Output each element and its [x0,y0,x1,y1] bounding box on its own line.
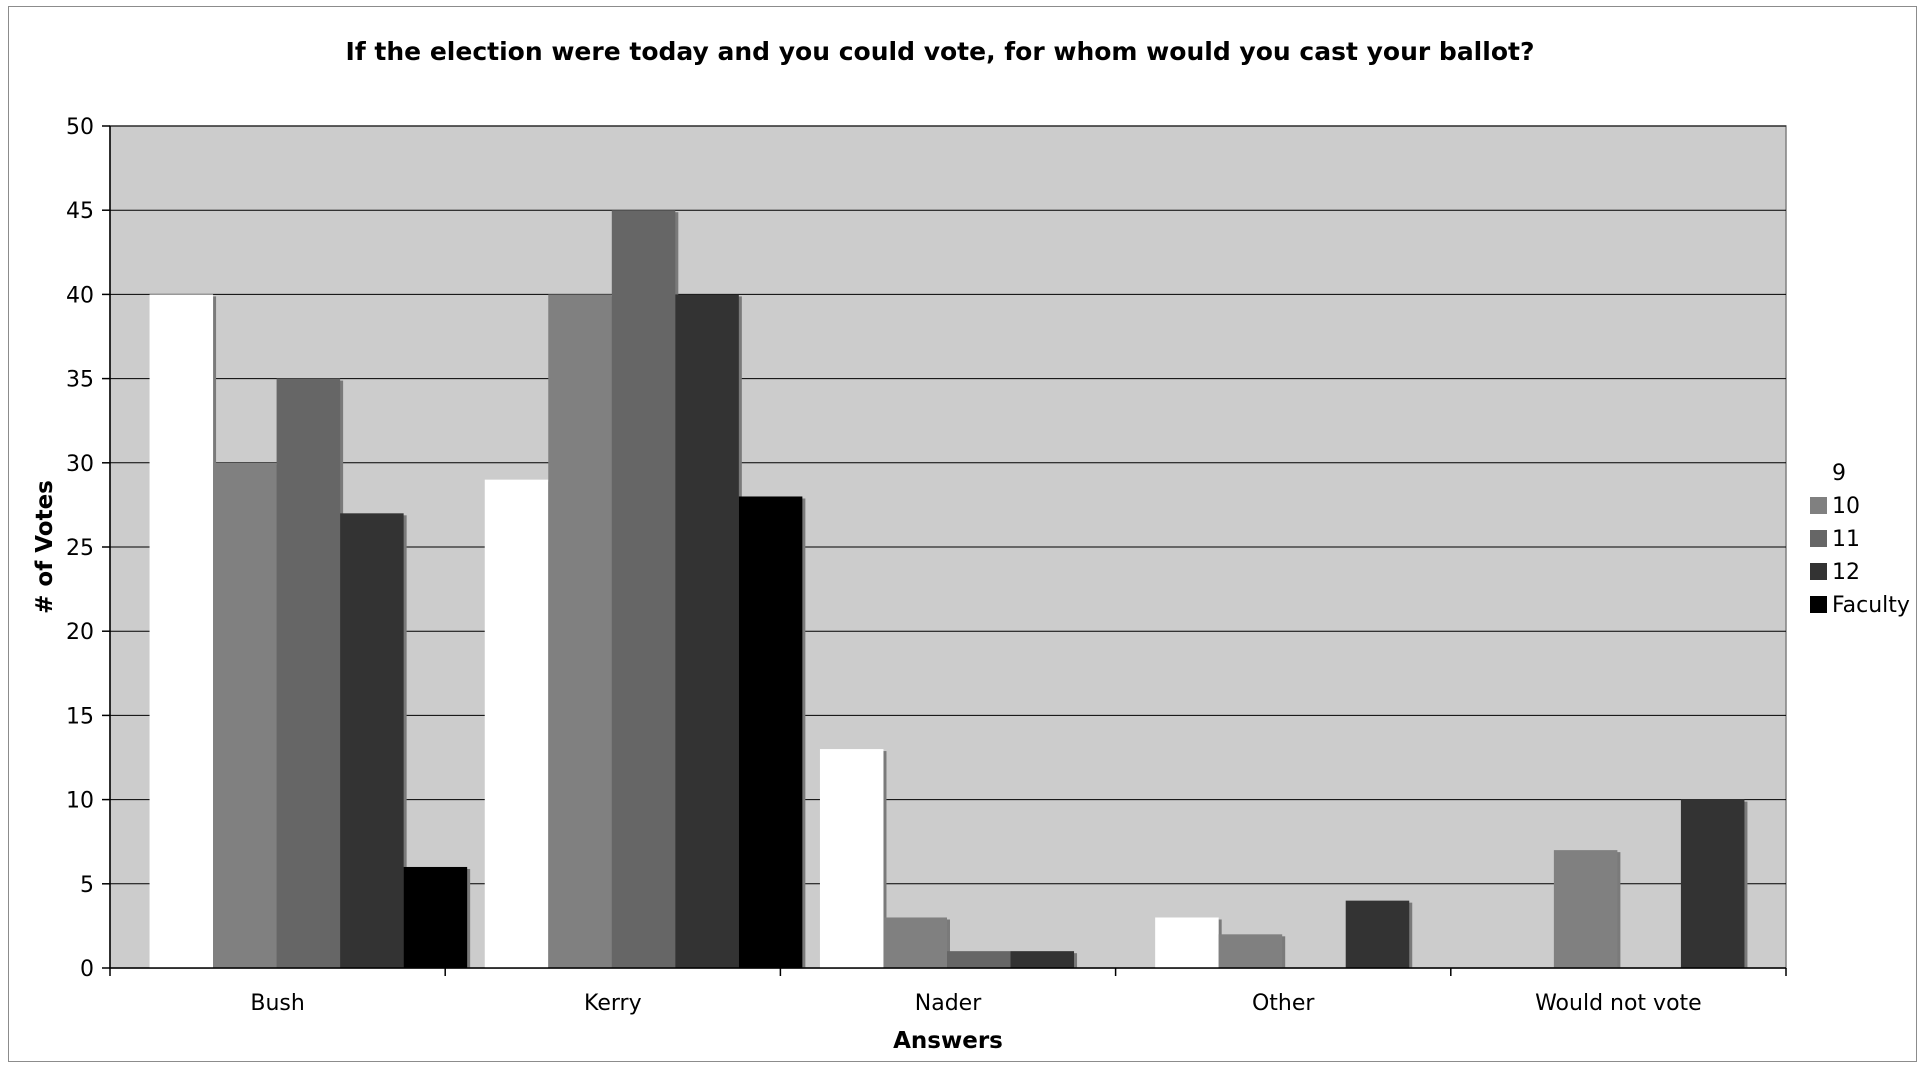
y-axis-title: # of Votes [32,480,58,614]
x-tick-label: Other [1252,991,1315,1016]
legend-label: 11 [1832,527,1860,552]
x-tick-label: Would not vote [1535,991,1702,1016]
bar [1680,799,1745,968]
bar [1010,951,1075,968]
y-axis-ticks: 0 5 10 15 20 25 30 35 40 45 50 [66,115,110,982]
legend-label: 9 [1832,461,1846,486]
legend: 9 10 11 12 Faculty [1810,461,1910,618]
bar [276,378,341,969]
x-axis-title: Answers [893,1028,1003,1054]
x-tick-label: Bush [250,991,304,1016]
bar [675,294,739,968]
legend-label: Faculty [1832,593,1910,618]
y-tick-label: 15 [66,704,94,729]
bar [149,294,214,968]
bar [738,496,803,968]
y-tick-label: 20 [66,620,94,645]
legend-label: 12 [1832,560,1860,585]
bar [946,951,1011,968]
y-tick-label: 40 [66,283,94,308]
bar [1553,850,1618,968]
bar [1155,917,1219,968]
y-tick-label: 25 [66,536,94,561]
bar [819,749,884,968]
bar [1218,934,1283,968]
legend-swatch [1810,563,1827,580]
bars [149,210,1748,969]
bar [548,294,612,968]
legend-swatch [1810,464,1827,481]
bar [883,917,947,968]
bar [213,462,277,968]
y-tick-label: 45 [66,199,94,224]
y-tick-label: 30 [66,452,94,477]
y-tick-label: 5 [80,873,94,898]
x-tick-label: Kerry [584,991,642,1016]
y-tick-label: 10 [66,789,94,814]
bar [340,513,404,968]
bar [611,210,676,968]
x-axis-ticks: Bush Kerry Nader Other Would not vote [109,968,1787,1016]
legend-swatch [1810,497,1827,514]
y-tick-label: 50 [66,115,94,140]
chart-title: If the election were today and you could… [346,37,1535,66]
legend-label: 10 [1832,494,1860,519]
bar [1345,900,1410,968]
bar [484,479,549,968]
y-tick-label: 0 [80,957,94,982]
x-tick-label: Nader [915,991,982,1016]
bar [403,866,468,968]
legend-swatch [1810,530,1827,547]
legend-swatch [1810,596,1827,613]
y-tick-label: 35 [66,368,94,393]
